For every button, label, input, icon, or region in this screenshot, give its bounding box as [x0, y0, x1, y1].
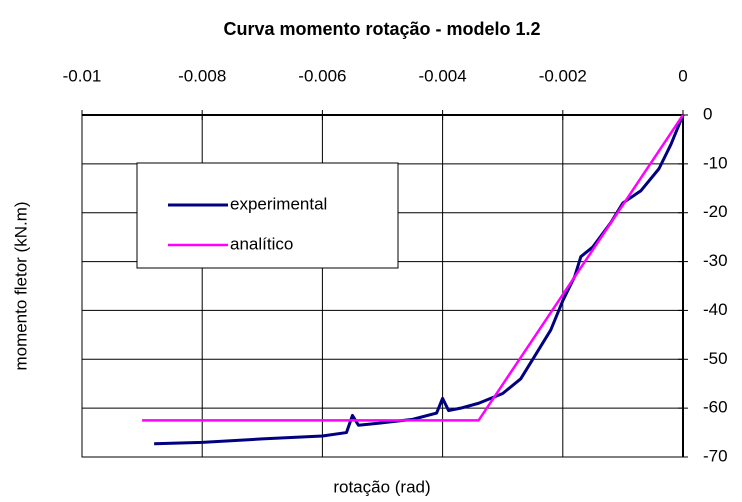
x-tick-label: 0: [678, 66, 687, 85]
x-axis-label: rotação (rad): [333, 477, 430, 496]
y-tick-label: -60: [703, 398, 728, 417]
legend-box: [136, 162, 399, 269]
y-tick-label: -30: [703, 251, 728, 270]
y-axis-label: momento fletor (kN.m): [11, 201, 30, 370]
y-tick-label: -40: [703, 300, 728, 319]
series-line: [142, 114, 685, 422]
x-tick-label: -0.002: [539, 66, 587, 85]
chart-title: Curva momento rotação - modelo 1.2: [223, 19, 540, 39]
y-tick-label: -70: [703, 446, 728, 465]
y-tick-label: -50: [703, 349, 728, 368]
x-tick-label: -0.008: [178, 66, 226, 85]
y-tick-label: 0: [703, 104, 712, 123]
legend-label: analítico: [230, 234, 293, 253]
y-tick-label: -10: [703, 153, 728, 172]
x-tick-label: -0.006: [298, 66, 346, 85]
y-tick-label: -20: [703, 202, 728, 221]
legend-label: experimental: [230, 194, 327, 213]
x-tick-label: -0.01: [63, 66, 102, 85]
x-tick-label: -0.004: [418, 66, 466, 85]
